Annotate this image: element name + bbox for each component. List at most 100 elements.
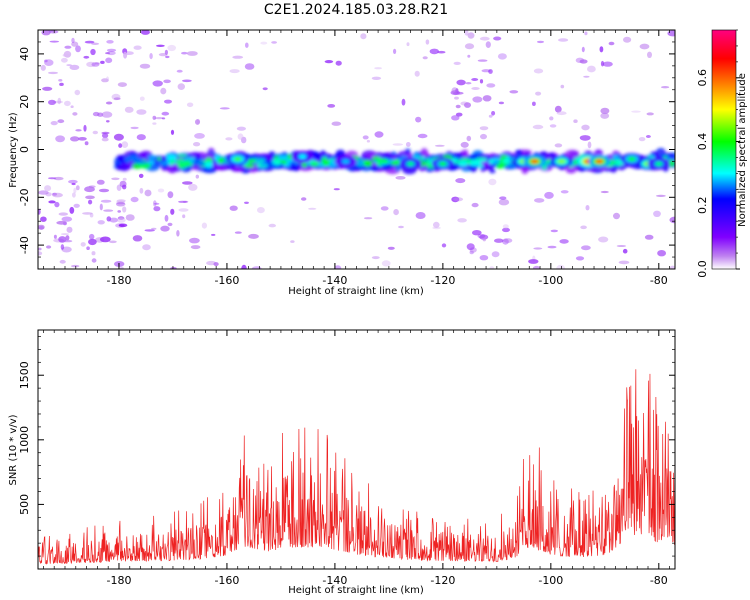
y-tick-label: -40 xyxy=(18,236,31,254)
figure-title: C2E1.2024.185.03.28.R21 xyxy=(264,2,448,18)
noise-speck xyxy=(201,222,207,229)
noise-speck xyxy=(645,135,651,138)
noise-speck xyxy=(182,79,192,83)
noise-speck xyxy=(113,97,121,100)
band-cell xyxy=(124,156,131,163)
noise-speck xyxy=(44,185,52,192)
noise-speck xyxy=(106,76,109,82)
band-cell xyxy=(390,160,401,166)
noise-speck xyxy=(86,61,96,68)
noise-speck xyxy=(646,112,654,116)
noise-speck xyxy=(38,224,45,230)
noise-speck xyxy=(405,142,411,147)
noise-speck xyxy=(477,59,488,62)
noise-speck xyxy=(363,217,373,220)
noise-speck xyxy=(152,80,163,87)
noise-speck xyxy=(655,194,666,197)
noise-speck xyxy=(91,42,100,45)
snr-x-label: Height of straight line (km) xyxy=(288,585,424,596)
noise-speck xyxy=(84,40,95,44)
snr-layer xyxy=(38,369,675,565)
noise-speck xyxy=(479,79,484,84)
x-tick-label: -120 xyxy=(430,274,455,287)
noise-speck xyxy=(94,62,100,65)
noise-speck xyxy=(61,57,68,63)
noise-speck xyxy=(48,177,57,180)
noise-speck xyxy=(502,227,510,233)
noise-speck xyxy=(485,41,491,48)
noise-speck xyxy=(106,120,110,123)
colorbar-gradient xyxy=(711,29,737,270)
noise-speck xyxy=(465,82,472,85)
band-cell xyxy=(354,159,365,166)
noise-speck xyxy=(498,199,510,206)
noise-speck xyxy=(48,30,59,34)
noise-speck xyxy=(669,265,675,269)
noise-speck xyxy=(362,135,369,140)
noise-speck xyxy=(161,111,170,116)
noise-speck xyxy=(366,139,370,143)
colorbar-ticks: 0.0 0.2 0.4 0.6 xyxy=(696,29,740,278)
band-cell xyxy=(564,149,580,159)
noise-speck xyxy=(156,44,165,47)
snr-background xyxy=(38,330,675,569)
noise-speck xyxy=(170,208,175,215)
noise-speck xyxy=(502,238,509,245)
noise-speck xyxy=(482,238,486,242)
noise-speck xyxy=(647,51,652,58)
noise-speck xyxy=(616,245,627,247)
noise-speck xyxy=(144,189,152,197)
noise-speck xyxy=(429,48,439,55)
noise-speck xyxy=(92,130,99,135)
x-tick-label: -120 xyxy=(430,574,455,587)
noise-speck xyxy=(64,100,71,107)
noise-speck xyxy=(83,55,90,59)
noise-speck xyxy=(471,202,479,208)
noise-speck xyxy=(229,69,240,74)
noise-speck xyxy=(395,176,406,180)
noise-speck xyxy=(66,226,73,233)
noise-speck xyxy=(73,203,80,208)
band-peak xyxy=(654,161,663,166)
noise-speck xyxy=(38,251,43,256)
spectrogram-y-ticks: -40 -20 0 20 40 xyxy=(18,29,675,270)
noise-speck xyxy=(456,79,466,86)
band-peak xyxy=(341,159,350,164)
noise-speck xyxy=(371,256,380,260)
spectrogram-x-ticks: -180 -160 -140 -120 -100 -80 xyxy=(43,30,670,287)
noise-speck xyxy=(164,99,172,104)
band-cell xyxy=(420,148,428,158)
noise-speck xyxy=(193,142,201,147)
noise-speck xyxy=(579,59,588,64)
noise-speck xyxy=(534,198,545,203)
noise-speck xyxy=(41,30,51,36)
noise-speck xyxy=(116,199,126,203)
noise-speck xyxy=(69,64,80,70)
noise-speck xyxy=(559,239,569,244)
noise-speck xyxy=(580,225,587,230)
noise-speck xyxy=(125,214,135,221)
noise-speck xyxy=(398,225,404,229)
noise-speck xyxy=(53,176,64,181)
noise-speck xyxy=(225,137,233,141)
noise-speck xyxy=(136,134,146,141)
noise-speck xyxy=(480,133,487,140)
noise-speck xyxy=(133,45,142,50)
noise-speck xyxy=(657,250,666,257)
noise-speck xyxy=(415,116,422,123)
noise-speck xyxy=(122,177,127,181)
noise-speck xyxy=(49,40,60,43)
noise-speck xyxy=(393,209,399,216)
colorbar-label: Normalized spectral amplitude xyxy=(737,73,748,227)
noise-speck xyxy=(425,39,430,45)
noise-speck xyxy=(460,141,469,148)
noise-speck xyxy=(237,133,244,140)
noise-speck xyxy=(178,208,189,212)
y-tick-label: 40 xyxy=(18,47,31,61)
band-cell xyxy=(301,162,308,168)
noise-speck xyxy=(335,60,342,66)
noise-speck xyxy=(639,43,650,50)
noise-speck xyxy=(163,79,171,84)
noise-speck xyxy=(466,243,475,251)
